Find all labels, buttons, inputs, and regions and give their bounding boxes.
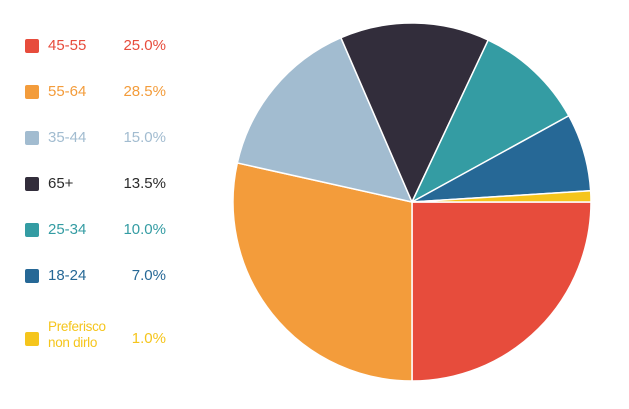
- pie-slice-45-55: [411, 201, 592, 382]
- pie-slice-35-44: [236, 36, 413, 203]
- pie-slice-25-34: [411, 39, 570, 203]
- legend-swatch: [25, 177, 39, 191]
- pie-slice-65-: [340, 22, 489, 203]
- legend-label: Preferisco non dirlo: [48, 319, 106, 350]
- legend-label: 25-34: [48, 221, 87, 238]
- pie-slice-55-64: [232, 162, 413, 382]
- legend-label: 55-64: [48, 83, 87, 100]
- legend-label: 18-24: [48, 267, 87, 284]
- legend-label: 35-44: [48, 129, 87, 146]
- legend-swatch: [25, 332, 39, 346]
- legend-value: 7.0%: [131, 267, 166, 284]
- legend-swatch: [25, 131, 39, 145]
- legend-swatch: [25, 269, 39, 283]
- legend-value: 28.5%: [123, 83, 166, 100]
- legend-value: 10.0%: [123, 221, 166, 238]
- legend-swatch: [25, 39, 39, 53]
- legend-swatch: [25, 223, 39, 237]
- legend-value: 13.5%: [123, 175, 166, 192]
- legend-value: 25.0%: [123, 37, 166, 54]
- legend-label: 65+: [48, 175, 74, 192]
- pie-slice-preferisco-non-dirlo: [411, 190, 592, 203]
- legend-swatch: [25, 85, 39, 99]
- legend-label: 45-55: [48, 37, 87, 54]
- legend-value: 15.0%: [123, 129, 166, 146]
- legend-value: 1.0%: [131, 330, 166, 347]
